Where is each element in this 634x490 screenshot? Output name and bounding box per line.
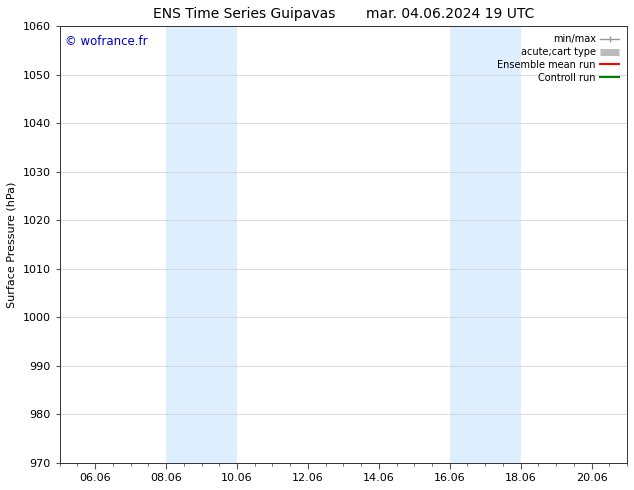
Legend: min/max, acute;cart type, Ensemble mean run, Controll run: min/max, acute;cart type, Ensemble mean … [495,31,622,86]
Text: © wofrance.fr: © wofrance.fr [65,35,148,48]
Bar [166,26,237,463]
Y-axis label: Surface Pressure (hPa): Surface Pressure (hPa) [7,181,17,308]
Bar [450,26,521,463]
Title: ENS Time Series Guipavas       mar. 04.06.2024 19 UTC: ENS Time Series Guipavas mar. 04.06.2024… [153,7,534,21]
